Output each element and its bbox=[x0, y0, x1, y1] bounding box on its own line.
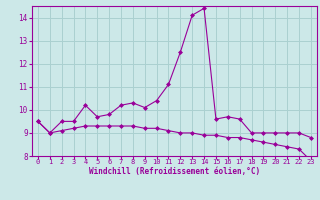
X-axis label: Windchill (Refroidissement éolien,°C): Windchill (Refroidissement éolien,°C) bbox=[89, 167, 260, 176]
